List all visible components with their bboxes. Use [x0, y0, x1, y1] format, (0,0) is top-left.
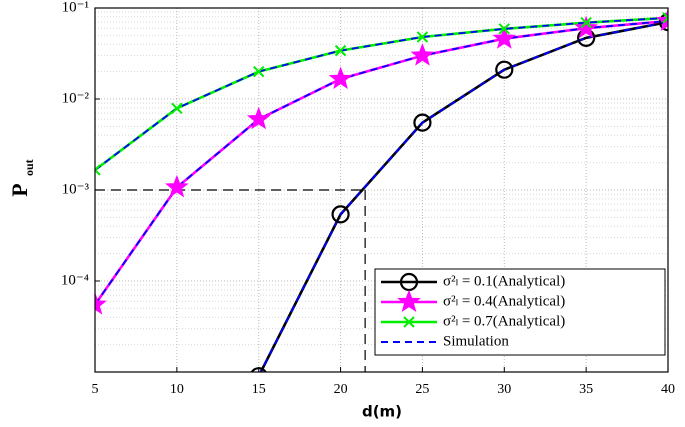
marker: [334, 44, 347, 57]
marker: [95, 292, 107, 315]
y-axis-label: P out: [7, 159, 36, 196]
legend-label: σ²ₗ = 0.7(Analytical): [443, 313, 565, 329]
x-tick-label: 5: [92, 382, 99, 397]
marker: [416, 31, 429, 43]
plot: [95, 8, 668, 372]
y-tick-label: 10⁻⁴: [61, 272, 89, 288]
x-axis-label: d(m): [362, 403, 402, 421]
y-axis-label-main: P: [7, 183, 32, 196]
x-tick-label: 40: [661, 382, 675, 397]
legend-box: [374, 268, 666, 356]
marker: [403, 316, 415, 328]
marker: [328, 66, 353, 90]
marker: [95, 164, 101, 176]
marker: [410, 43, 435, 66]
marker: [331, 205, 350, 224]
simulation-line: [95, 16, 668, 171]
legend-label: σ²ₗ = 0.4(Analytical): [443, 293, 565, 309]
marker: [397, 289, 421, 313]
x-tick-label: 25: [415, 382, 429, 397]
axes: 10⁻¹ 10⁻² 10⁻³ 10⁻⁴ 5 10 15 20 25 30 35 40: [61, 0, 675, 397]
y-tick-label: 10⁻³: [62, 181, 90, 197]
x-tick-label: 20: [334, 382, 348, 397]
y-tick-label: 10⁻¹: [62, 0, 89, 15]
marker: [662, 12, 668, 24]
marker: [656, 8, 668, 32]
marker: [658, 12, 668, 32]
x-tick-label: 15: [252, 382, 266, 397]
marker: [580, 16, 592, 29]
x-tick-label: 30: [497, 382, 511, 397]
marker: [574, 15, 598, 39]
legend-label: σ²ₗ = 0.1(Analytical): [443, 273, 565, 289]
marker: [246, 106, 271, 130]
marker: [253, 65, 265, 78]
x-tick-label: 35: [579, 382, 593, 397]
legend: σ²ₗ = 0.1(Analytical) σ²ₗ = 0.4(Analytica…: [374, 268, 666, 356]
marker: [498, 23, 510, 35]
marker: [165, 174, 189, 198]
marker: [413, 113, 432, 132]
simulation-line: [95, 20, 668, 306]
marker: [492, 26, 517, 49]
y-tick-label: 10⁻²: [62, 90, 90, 106]
y-axis-label-sub: out: [22, 159, 36, 176]
simulation-line: [259, 21, 668, 372]
marker: [495, 60, 514, 79]
legend-label: Simulation: [443, 333, 509, 349]
x-tick-label: 10: [170, 382, 184, 397]
marker: [171, 102, 183, 115]
